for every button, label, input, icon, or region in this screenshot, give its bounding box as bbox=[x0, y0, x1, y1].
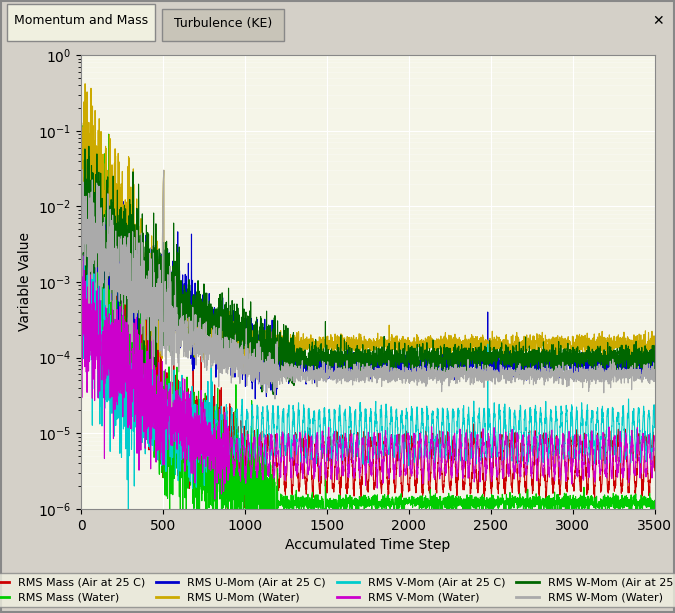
RMS V-Mom (Air at 25 C) bbox=[197, 452, 205, 459]
RMS W-Mom (Air at 25 C) bbox=[269, 390, 277, 398]
RMS W-Mom (Air at 25 C) bbox=[77, 152, 85, 159]
Y-axis label: Variable Value: Variable Value bbox=[18, 232, 32, 332]
RMS U-Mom (Water) bbox=[285, 346, 293, 354]
RMS W-Mom (Air at 25 C) bbox=[285, 374, 293, 381]
RMS V-Mom (Water) bbox=[77, 327, 85, 335]
RMS U-Mom (Water) bbox=[418, 338, 426, 346]
RMS V-Mom (Water) bbox=[418, 456, 426, 463]
FancyBboxPatch shape bbox=[7, 4, 155, 40]
RMS Mass (Water) bbox=[271, 579, 279, 587]
RMS V-Mom (Water) bbox=[348, 440, 356, 447]
RMS Mass (Water) bbox=[418, 497, 426, 504]
RMS Mass (Air at 25 C) bbox=[223, 512, 232, 519]
RMS W-Mom (Air at 25 C) bbox=[348, 358, 356, 365]
RMS W-Mom (Water) bbox=[442, 370, 450, 377]
RMS Mass (Air at 25 C) bbox=[418, 484, 426, 491]
RMS Mass (Air at 25 C) bbox=[442, 441, 450, 449]
RMS U-Mom (Air at 25 C) bbox=[607, 356, 615, 364]
RMS Mass (Water) bbox=[79, 122, 87, 129]
RMS Mass (Air at 25 C) bbox=[285, 435, 293, 442]
RMS U-Mom (Water) bbox=[442, 341, 450, 349]
RMS Mass (Water) bbox=[651, 499, 659, 506]
RMS V-Mom (Air at 25 C) bbox=[607, 447, 615, 455]
RMS V-Mom (Air at 25 C) bbox=[651, 423, 659, 430]
RMS Mass (Air at 25 C) bbox=[197, 411, 205, 419]
RMS V-Mom (Air at 25 C) bbox=[124, 507, 132, 514]
RMS W-Mom (Water) bbox=[607, 384, 615, 392]
RMS V-Mom (Air at 25 C) bbox=[418, 405, 426, 412]
RMS V-Mom (Air at 25 C) bbox=[285, 402, 293, 409]
RMS U-Mom (Water) bbox=[651, 343, 659, 351]
RMS U-Mom (Water) bbox=[607, 338, 615, 345]
RMS W-Mom (Water) bbox=[78, 166, 86, 173]
Line: RMS W-Mom (Air at 25 C): RMS W-Mom (Air at 25 C) bbox=[81, 147, 655, 394]
RMS V-Mom (Water) bbox=[442, 466, 450, 474]
RMS Mass (Air at 25 C) bbox=[607, 437, 615, 444]
X-axis label: Accumulated Time Step: Accumulated Time Step bbox=[286, 538, 450, 552]
RMS V-Mom (Water) bbox=[211, 495, 219, 503]
FancyBboxPatch shape bbox=[162, 9, 284, 40]
RMS V-Mom (Air at 25 C) bbox=[77, 269, 85, 276]
RMS U-Mom (Water) bbox=[197, 310, 205, 318]
RMS U-Mom (Air at 25 C) bbox=[651, 364, 659, 371]
RMS W-Mom (Water) bbox=[167, 403, 176, 411]
RMS Mass (Water) bbox=[285, 496, 293, 503]
RMS W-Mom (Air at 25 C) bbox=[85, 143, 93, 150]
RMS U-Mom (Water) bbox=[240, 367, 248, 374]
RMS W-Mom (Air at 25 C) bbox=[197, 341, 205, 349]
RMS U-Mom (Air at 25 C) bbox=[82, 185, 90, 192]
RMS Mass (Water) bbox=[197, 463, 205, 470]
Line: RMS U-Mom (Water): RMS U-Mom (Water) bbox=[81, 84, 655, 370]
RMS V-Mom (Water) bbox=[607, 457, 615, 465]
RMS U-Mom (Air at 25 C) bbox=[251, 395, 259, 403]
RMS U-Mom (Air at 25 C) bbox=[348, 367, 356, 375]
RMS Mass (Air at 25 C) bbox=[651, 467, 659, 474]
Legend: RMS Mass (Air at 25 C), RMS Mass (Water), RMS U-Mom (Air at 25 C), RMS U-Mom (Wa: RMS Mass (Air at 25 C), RMS Mass (Water)… bbox=[0, 573, 675, 607]
RMS W-Mom (Water) bbox=[418, 369, 426, 376]
Line: RMS U-Mom (Air at 25 C): RMS U-Mom (Air at 25 C) bbox=[81, 189, 655, 399]
RMS V-Mom (Air at 25 C) bbox=[442, 452, 450, 459]
RMS W-Mom (Water) bbox=[348, 375, 356, 383]
RMS U-Mom (Air at 25 C) bbox=[285, 364, 293, 371]
RMS U-Mom (Air at 25 C) bbox=[197, 336, 205, 343]
RMS Mass (Air at 25 C) bbox=[348, 454, 356, 462]
RMS V-Mom (Air at 25 C) bbox=[78, 195, 86, 202]
RMS V-Mom (Water) bbox=[651, 437, 659, 444]
RMS U-Mom (Water) bbox=[348, 345, 356, 352]
RMS W-Mom (Air at 25 C) bbox=[442, 354, 450, 361]
RMS W-Mom (Air at 25 C) bbox=[418, 352, 426, 359]
RMS W-Mom (Water) bbox=[285, 367, 293, 374]
RMS Mass (Water) bbox=[77, 219, 85, 226]
Text: Turbulence (KE): Turbulence (KE) bbox=[173, 17, 272, 30]
RMS Mass (Water) bbox=[607, 503, 615, 510]
RMS U-Mom (Air at 25 C) bbox=[77, 185, 85, 192]
RMS W-Mom (Air at 25 C) bbox=[607, 343, 615, 351]
RMS W-Mom (Water) bbox=[197, 339, 205, 346]
Text: ✕: ✕ bbox=[652, 13, 664, 28]
RMS Mass (Air at 25 C) bbox=[77, 161, 85, 169]
Line: RMS V-Mom (Water): RMS V-Mom (Water) bbox=[81, 244, 655, 499]
RMS V-Mom (Water) bbox=[197, 443, 205, 450]
RMS W-Mom (Water) bbox=[77, 218, 85, 225]
RMS Mass (Water) bbox=[348, 499, 356, 506]
Line: RMS V-Mom (Air at 25 C): RMS V-Mom (Air at 25 C) bbox=[81, 199, 655, 511]
Line: RMS Mass (Water): RMS Mass (Water) bbox=[81, 126, 655, 583]
RMS U-Mom (Air at 25 C) bbox=[442, 366, 450, 373]
RMS V-Mom (Water) bbox=[79, 240, 87, 248]
Line: RMS W-Mom (Water): RMS W-Mom (Water) bbox=[81, 170, 655, 407]
RMS U-Mom (Air at 25 C) bbox=[418, 364, 426, 371]
Text: Momentum and Mass: Momentum and Mass bbox=[14, 14, 148, 27]
Line: RMS Mass (Air at 25 C): RMS Mass (Air at 25 C) bbox=[81, 164, 655, 516]
RMS V-Mom (Air at 25 C) bbox=[348, 449, 356, 457]
RMS U-Mom (Water) bbox=[77, 137, 85, 145]
RMS U-Mom (Water) bbox=[81, 80, 89, 88]
RMS V-Mom (Water) bbox=[285, 434, 293, 441]
RMS Mass (Water) bbox=[442, 498, 450, 505]
RMS W-Mom (Air at 25 C) bbox=[651, 354, 659, 362]
RMS Mass (Air at 25 C) bbox=[78, 160, 86, 167]
RMS W-Mom (Water) bbox=[651, 372, 659, 379]
